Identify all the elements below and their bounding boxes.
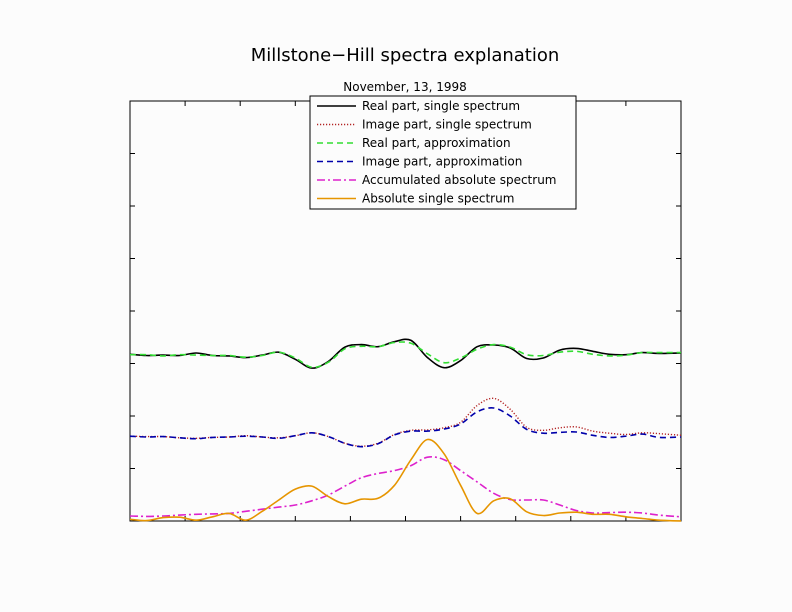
legend: Real part, single spectrum Image part, si… (309, 95, 577, 210)
legend-label: Real part, single spectrum (362, 99, 520, 113)
legend-box (309, 95, 577, 210)
legend-label: Image part, single spectrum (362, 118, 532, 132)
series-layer (129, 338, 682, 522)
series-line-6 (129, 438, 682, 522)
legend-label: Real part, approximation (362, 136, 511, 150)
legend-label: Absolute single spectrum (362, 192, 514, 206)
series-line-3 (129, 341, 681, 369)
series-line-4 (129, 407, 682, 448)
legend-label: Image part, approximation (362, 155, 522, 169)
legend-label: Accumulated absolute spectrum (362, 173, 557, 187)
chart-subtitle: November, 13, 1998 (343, 80, 467, 94)
chart-title: Millstone−Hill spectra explanation (251, 45, 560, 66)
